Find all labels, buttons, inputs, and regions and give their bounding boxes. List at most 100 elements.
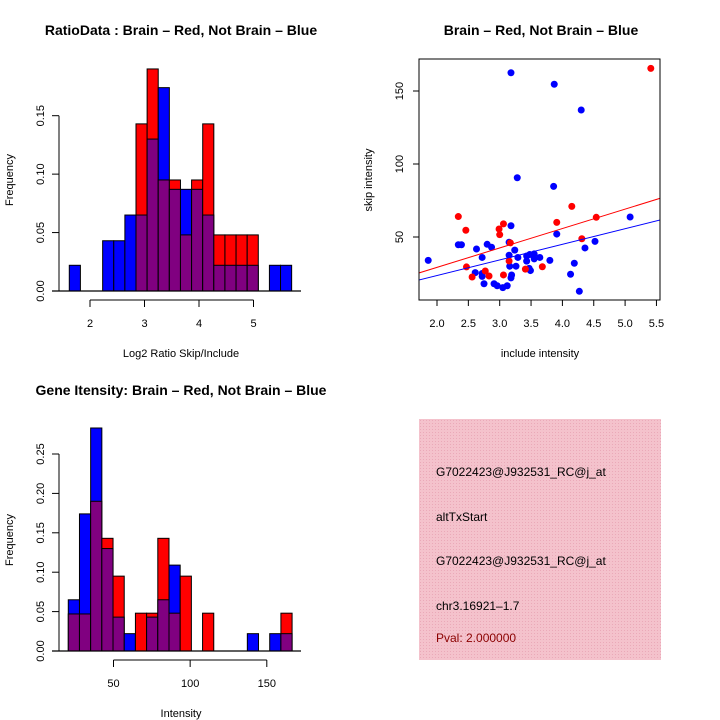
y-tick-label: 150 <box>394 82 406 100</box>
bar-not-brain <box>123 633 136 652</box>
point-not-brain <box>575 287 583 295</box>
bar-overlap <box>90 500 103 652</box>
bar-overlap <box>168 612 181 652</box>
bar-brain <box>202 612 215 652</box>
point-not-brain <box>591 237 599 245</box>
point-brain <box>462 263 470 271</box>
x-axis-label: Intensity <box>161 708 202 720</box>
bar-not-brain <box>269 633 282 652</box>
x-tick-label: 2 <box>87 318 93 330</box>
point-not-brain <box>507 222 515 230</box>
point-not-brain <box>550 182 558 190</box>
bar-overlap <box>146 616 159 652</box>
point-not-brain <box>478 272 486 280</box>
bar-brain <box>179 575 192 652</box>
y-tick-label: 0.15 <box>35 105 47 126</box>
x-tick-label: 5 <box>250 318 256 330</box>
point-not-brain <box>480 280 488 288</box>
x-tick-label: 3 <box>141 318 147 330</box>
y-axis-label: skip intensity <box>363 148 375 211</box>
x-tick-label: 3.0 <box>492 318 507 330</box>
y-tick-label: 0.05 <box>35 601 47 622</box>
bar-overlap <box>78 613 92 652</box>
bar-not-brain <box>124 214 137 292</box>
y-tick-label: 0.20 <box>35 483 47 504</box>
point-not-brain <box>507 69 515 77</box>
bar-overlap <box>135 214 148 292</box>
y-axis-label: Frequency <box>4 154 16 206</box>
point-not-brain <box>457 241 465 249</box>
bar-overlap <box>157 599 170 652</box>
event-type: altTxStart <box>436 510 488 524</box>
x-tick-label: 4.5 <box>586 318 601 330</box>
fit-line-brain <box>419 197 660 274</box>
point-not-brain <box>493 282 501 290</box>
bar-overlap <box>191 188 204 292</box>
y-tick-label: 0.10 <box>35 561 47 582</box>
bar-not-brain <box>268 264 282 292</box>
bar-overlap <box>168 188 181 292</box>
point-brain <box>538 263 546 271</box>
point-not-brain <box>546 256 554 264</box>
point-brain <box>568 202 576 210</box>
bar-overlap <box>213 264 226 292</box>
bar-overlap <box>157 179 170 292</box>
location: chr3.16921–1.7 <box>436 599 520 613</box>
x-tick-label: 4 <box>196 318 202 330</box>
chart-title: RatioData : Brain – Red, Not Brain – Blu… <box>45 22 317 38</box>
point-not-brain <box>536 253 544 261</box>
bar-not-brain <box>246 633 260 652</box>
probe-id-secondary: G7022423@J932531_RC@j_at <box>436 554 606 568</box>
point-brain <box>553 218 561 226</box>
point-brain <box>521 265 529 273</box>
point-brain <box>499 271 507 279</box>
bar-not-brain <box>280 264 293 292</box>
chart-title: Gene Itensity: Brain – Red, Not Brain – … <box>36 382 327 398</box>
point-not-brain <box>513 174 521 182</box>
point-brain <box>468 273 476 281</box>
x-tick-label: 50 <box>107 678 119 690</box>
bar-not-brain <box>113 240 126 292</box>
y-tick-label: 0.15 <box>35 522 47 543</box>
point-not-brain <box>424 256 432 264</box>
point-brain <box>485 272 493 280</box>
x-tick-label: 4.0 <box>555 318 570 330</box>
info-panel: G7022423@J932531_RC@j_at altTxStart G702… <box>419 419 661 660</box>
bar-not-brain <box>102 240 115 292</box>
point-brain <box>462 226 470 234</box>
y-axis-label: Frequency <box>4 514 16 566</box>
point-not-brain <box>512 262 520 270</box>
bar-overlap <box>224 264 237 292</box>
point-not-brain <box>577 106 585 114</box>
point-brain <box>454 213 462 221</box>
x-tick-label: 5.5 <box>649 318 664 330</box>
point-not-brain <box>507 274 515 282</box>
point-not-brain <box>570 259 578 267</box>
point-not-brain <box>506 262 514 270</box>
x-tick-label: 150 <box>258 678 276 690</box>
bar-not-brain <box>68 264 81 292</box>
y-tick-label: 0.10 <box>35 163 47 184</box>
point-not-brain <box>473 245 481 253</box>
info-panel-background <box>419 419 661 660</box>
x-axis-label: include intensity <box>501 348 580 360</box>
y-tick-label: 100 <box>394 155 406 173</box>
bar-overlap <box>67 613 80 652</box>
plot-box <box>418 58 661 301</box>
bar-overlap <box>202 214 215 292</box>
bar-overlap <box>179 234 193 292</box>
bar-overlap <box>280 633 293 652</box>
point-not-brain <box>503 282 511 290</box>
gene-intensity-histogram: Gene Itensity: Brain – Red, Not Brain – … <box>4 382 327 720</box>
x-tick-label: 5.0 <box>617 318 632 330</box>
point-not-brain <box>511 246 519 254</box>
point-brain <box>481 267 489 275</box>
y-tick-label: 0.05 <box>35 222 47 243</box>
point-brain <box>495 225 503 233</box>
bar-brain <box>134 612 148 652</box>
point-brain <box>499 220 507 228</box>
point-not-brain <box>523 257 531 265</box>
point-not-brain <box>488 243 496 251</box>
point-not-brain <box>567 270 575 278</box>
